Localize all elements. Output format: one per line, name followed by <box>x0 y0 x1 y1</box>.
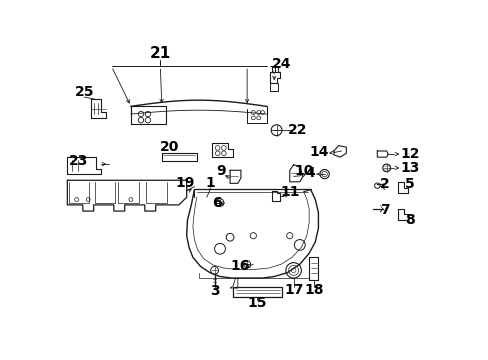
Text: 5: 5 <box>404 177 414 191</box>
Text: 21: 21 <box>149 46 171 62</box>
Text: 13: 13 <box>399 161 419 175</box>
Text: 10: 10 <box>293 164 313 178</box>
Text: 25: 25 <box>75 85 94 99</box>
Text: 2: 2 <box>380 177 389 191</box>
Text: 9: 9 <box>215 164 225 178</box>
Text: 6: 6 <box>211 196 221 210</box>
Text: 3: 3 <box>209 284 219 298</box>
Text: 12: 12 <box>399 147 419 161</box>
Text: 15: 15 <box>247 296 266 310</box>
Text: 14: 14 <box>308 145 328 159</box>
Text: 24: 24 <box>271 57 291 71</box>
Text: 7: 7 <box>380 203 389 216</box>
Text: 22: 22 <box>287 123 306 137</box>
Text: 18: 18 <box>304 283 323 297</box>
Text: 4: 4 <box>305 166 315 180</box>
Text: 20: 20 <box>160 140 179 154</box>
Text: 8: 8 <box>404 213 414 227</box>
Text: 19: 19 <box>176 176 195 190</box>
Text: 23: 23 <box>68 154 88 168</box>
Text: 11: 11 <box>280 185 299 199</box>
Text: 16: 16 <box>230 259 249 273</box>
Text: 1: 1 <box>205 176 215 190</box>
Text: 17: 17 <box>284 283 303 297</box>
